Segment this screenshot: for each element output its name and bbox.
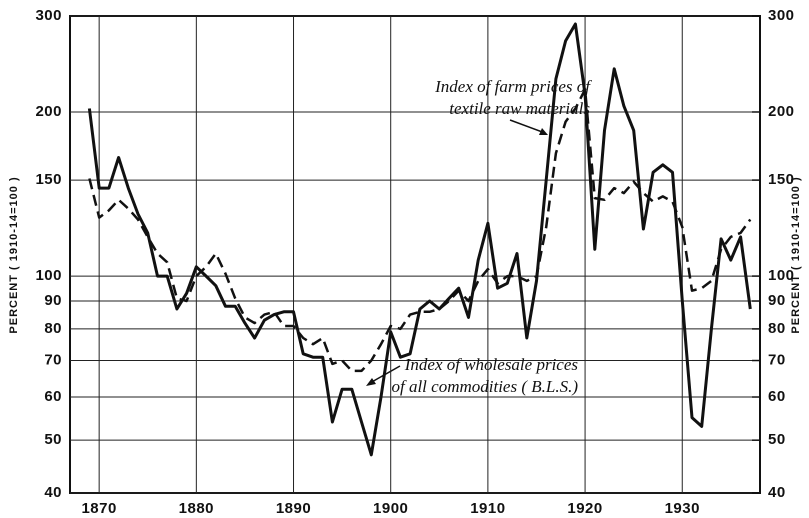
annotation: textile raw materials <box>449 99 590 118</box>
y2-axis-title: PERCENT ( 1910-14=100 ) <box>790 176 802 333</box>
plot-frame <box>69 15 761 494</box>
annotation: of all commodities ( B.L.S.) <box>391 377 578 396</box>
y-tick-label: 90 <box>44 292 62 309</box>
y2-tick-label: 100 <box>768 267 795 284</box>
y-axis-title: PERCENT ( 1910-14=100 ) <box>8 176 20 333</box>
annotation: Index of farm prices of <box>434 77 592 96</box>
annotation-arrowhead <box>366 378 376 386</box>
annotation-arrowhead <box>539 128 548 135</box>
series-line <box>88 88 752 373</box>
y-tick-label: 150 <box>35 171 62 188</box>
x-tick-label: 1880 <box>179 500 214 517</box>
y2-tick-label: 300 <box>768 7 795 24</box>
x-tick-label: 1930 <box>665 500 700 517</box>
y-tick-label: 200 <box>35 103 62 120</box>
y-tick-label: 60 <box>44 388 62 405</box>
x-tick-label: 1870 <box>81 500 116 517</box>
y-tick-label: 70 <box>44 351 62 368</box>
y-tick-label: 300 <box>35 7 62 24</box>
y2-tick-label: 80 <box>768 320 786 337</box>
y2-tick-label: 60 <box>768 388 786 405</box>
y-tick-label: 50 <box>44 431 62 448</box>
y-tick-label: 40 <box>44 484 62 501</box>
x-tick-label: 1890 <box>276 500 311 517</box>
y2-tick-label: 90 <box>768 292 786 309</box>
y-tick-label: 80 <box>44 320 62 337</box>
y2-tick-label: 200 <box>768 103 795 120</box>
x-tick-label: 1900 <box>373 500 408 517</box>
x-tick-label: 1910 <box>470 500 505 517</box>
annotation: Index of wholesale prices <box>404 355 579 374</box>
y-tick-label: 100 <box>35 267 62 284</box>
series-line <box>87 22 752 457</box>
x-tick-label: 1920 <box>567 500 602 517</box>
y2-tick-label: 50 <box>768 431 786 448</box>
y2-tick-label: 70 <box>768 351 786 368</box>
y2-tick-label: 40 <box>768 484 786 501</box>
y2-tick-label: 150 <box>768 171 795 188</box>
annotation-arrow <box>509 119 546 134</box>
